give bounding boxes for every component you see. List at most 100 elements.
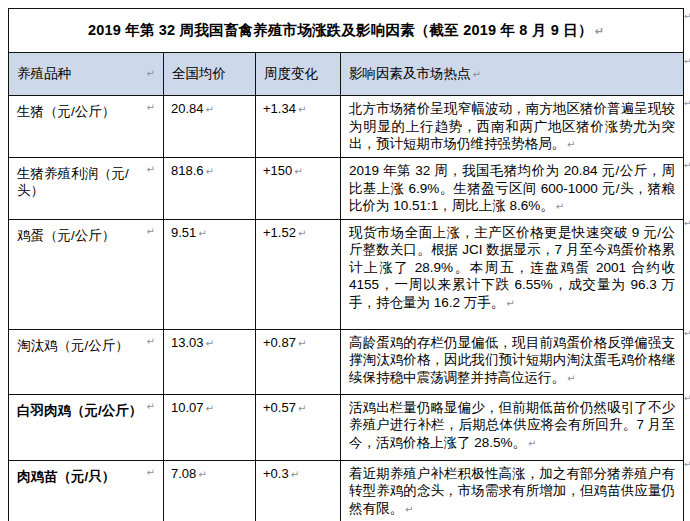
weekly-change-cell: +1.34↵ — [256, 96, 341, 158]
paragraph-mark-icon: ↵ — [528, 438, 536, 449]
factors-text: 北方市场猪价呈现窄幅波动，南方地区猪价普遍呈现较为明显的上行趋势，西南和两广地区… — [349, 101, 675, 151]
paragraph-mark-icon: ↵ — [298, 403, 306, 414]
breed-cell: 生猪养殖利润（元/头） ↵ — [9, 158, 164, 220]
row-end-mark-icon: ↵ — [684, 394, 690, 403]
row-end-mark-icon: ↵ — [684, 460, 690, 469]
avg-price-value: 9.51 — [171, 225, 196, 240]
paragraph-mark-icon: ↵ — [298, 104, 306, 115]
breed-label: 生猪（元/公斤） — [17, 103, 115, 120]
column-header-avg-price: 全国均价 — [164, 53, 256, 96]
factors-text: 2019 年第 32 周，我国毛猪均价为 20.84 元/公斤，周比基上涨 6.… — [349, 163, 675, 213]
avg-price-cell: 9.51↵ — [164, 219, 256, 329]
paragraph-mark-icon: ↵ — [147, 402, 155, 412]
table-row: 肉鸡苗（元/只） ↵ 7.08↵ +0.3↵ 着近期养殖户补栏积极性高涨，加之有… — [9, 460, 684, 521]
breed-cell: 生猪（元/公斤） ↵ — [9, 96, 164, 158]
paragraph-mark-icon: ↵ — [556, 201, 564, 212]
breed-label: 白羽肉鸡（元/公斤） — [17, 402, 142, 419]
paragraph-mark-icon: ↵ — [147, 337, 155, 347]
weekly-change-value: +0.3 — [263, 466, 289, 481]
paragraph-mark-icon: ↵ — [298, 338, 306, 349]
weekly-change-value: +150 — [263, 163, 292, 178]
document-page: 2019 年第 32 周我国畜禽养殖市场涨跌及影响因素（截至 2019 年 8 … — [0, 0, 690, 521]
page-title: 2019 年第 32 周我国畜禽养殖市场涨跌及影响因素（截至 2019 年 8 … — [88, 22, 593, 38]
paragraph-mark-icon: ↵ — [206, 403, 214, 414]
column-header-label: 养殖品种 — [17, 65, 71, 83]
weekly-change-cell: +0.57↵ — [256, 394, 341, 460]
row-end-mark-icon: ↵ — [684, 99, 690, 108]
table-row: 生猪养殖利润（元/头） ↵ 818.6↵ +150↵ 2019 年第 32 周，… — [9, 158, 684, 220]
column-header-label: 周度变化 — [264, 66, 318, 81]
factors-text: 高龄蛋鸡的存栏仍显偏低，现目前鸡蛋价格反弹偏强支撑淘汰鸡价格，因此我们预计短期内… — [349, 335, 675, 385]
paragraph-mark-icon: ↵ — [147, 468, 155, 478]
paragraph-mark-icon: ↵ — [298, 228, 306, 239]
paragraph-mark-icon: ↵ — [206, 166, 214, 177]
table-row: 2019 年第 32 周我国畜禽养殖市场涨跌及影响因素（截至 2019 年 8 … — [9, 9, 684, 53]
paragraph-mark-icon: ↵ — [206, 104, 214, 115]
paragraph-mark-icon: ↵ — [506, 298, 514, 309]
weekly-change-value: +1.34 — [263, 101, 296, 116]
factors-cell: 活鸡出栏量仍略显偏少，但前期低苗价仍然吸引了不少养殖户进行补栏，后期总体供应将会… — [341, 394, 684, 460]
paragraph-mark-icon: ↵ — [147, 165, 155, 175]
paragraph-mark-icon: ↵ — [567, 373, 575, 384]
breed-label: 淘汰鸡（元/公斤） — [17, 337, 129, 354]
factors-cell: 现货市场全面上涨，主产区价格更是快速突破 9 元/公斤整数关口。根据 JCI 数… — [341, 219, 684, 329]
paragraph-mark-icon: ↵ — [595, 25, 604, 38]
weekly-change-cell: +0.87↵ — [256, 329, 341, 394]
avg-price-value: 818.6 — [171, 163, 204, 178]
paragraph-mark-icon: ↵ — [405, 504, 413, 515]
table-title-cell: 2019 年第 32 周我国畜禽养殖市场涨跌及影响因素（截至 2019 年 8 … — [9, 9, 684, 53]
weekly-change-value: +1.52 — [263, 225, 296, 240]
factors-cell: 着近期养殖户补栏积极性高涨，加之有部分猪养殖户有转型养鸡的念头，市场需求有所增加… — [341, 460, 684, 521]
factors-cell: 北方市场猪价呈现窄幅波动，南方地区猪价普遍呈现较为明显的上行趋势，西南和两广地区… — [341, 96, 684, 158]
row-end-mark-icon: ↵ — [684, 12, 690, 21]
avg-price-value: 20.84 — [171, 101, 204, 116]
row-end-mark-icon: ↵ — [684, 57, 690, 66]
factors-text: 活鸡出栏量仍略显偏少，但前期低苗价仍然吸引了不少养殖户进行补栏，后期总体供应将会… — [349, 400, 675, 450]
weekly-change-value: +0.87 — [263, 335, 296, 350]
factors-text: 现货市场全面上涨，主产区价格更是快速突破 9 元/公斤整数关口。根据 JCI 数… — [349, 225, 675, 310]
breed-cell: 淘汰鸡（元/公斤） ↵ — [9, 329, 164, 394]
column-header-factors: 影响因素及市场热点↵ — [341, 53, 684, 96]
row-end-mark-icon: ↵ — [684, 219, 690, 228]
avg-price-cell: 7.08↵ — [164, 460, 256, 521]
breed-label: 鸡蛋（元/公斤） — [17, 227, 115, 244]
table-header-row: 养殖品种 ↵ 全国均价 周度变化 影响因素及市场热点↵ — [9, 53, 684, 96]
breed-cell: 肉鸡苗（元/只） ↵ — [9, 460, 164, 521]
row-end-mark-icon: ↵ — [684, 161, 690, 170]
avg-price-cell: 10.07↵ — [164, 394, 256, 460]
column-header-label: 全国均价 — [172, 66, 226, 81]
paragraph-mark-icon: ↵ — [206, 338, 214, 349]
avg-price-cell: 818.6↵ — [164, 158, 256, 220]
column-header-label: 影响因素及市场热点 — [349, 66, 471, 81]
avg-price-value: 13.03 — [171, 335, 204, 350]
row-end-mark-icon: ↵ — [684, 329, 690, 338]
breed-cell: 白羽肉鸡（元/公斤） ↵ — [9, 394, 164, 460]
paragraph-mark-icon: ↵ — [567, 139, 575, 150]
paragraph-mark-icon: ↵ — [147, 69, 155, 79]
paragraph-mark-icon: ↵ — [473, 69, 481, 80]
market-table: 2019 年第 32 周我国畜禽养殖市场涨跌及影响因素（截至 2019 年 8 … — [8, 8, 684, 521]
paragraph-mark-icon: ↵ — [291, 469, 299, 480]
paragraph-mark-icon: ↵ — [147, 103, 155, 113]
column-header-breed: 养殖品种 ↵ — [9, 53, 164, 96]
factors-cell: 2019 年第 32 周，我国毛猪均价为 20.84 元/公斤，周比基上涨 6.… — [341, 158, 684, 220]
factors-text: 着近期养殖户补栏积极性高涨，加之有部分猪养殖户有转型养鸡的念头，市场需求有所增加… — [349, 466, 675, 516]
breed-label: 生猪养殖利润（元/头） — [17, 165, 145, 199]
breed-cell: 鸡蛋（元/公斤） ↵ — [9, 219, 164, 329]
weekly-change-value: +0.57 — [263, 400, 296, 415]
table-row: 白羽肉鸡（元/公斤） ↵ 10.07↵ +0.57↵ 活鸡出栏量仍略显偏少，但前… — [9, 394, 684, 460]
table-row: 鸡蛋（元/公斤） ↵ 9.51↵ +1.52↵ 现货市场全面上涨，主产区价格更是… — [9, 219, 684, 329]
factors-cell: 高龄蛋鸡的存栏仍显偏低，现目前鸡蛋价格反弹偏强支撑淘汰鸡价格，因此我们预计短期内… — [341, 329, 684, 394]
avg-price-value: 10.07 — [171, 400, 204, 415]
paragraph-mark-icon: ↵ — [198, 469, 206, 480]
avg-price-cell: 13.03↵ — [164, 329, 256, 394]
table-row: 淘汰鸡（元/公斤） ↵ 13.03↵ +0.87↵ 高龄蛋鸡的存栏仍显偏低，现目… — [9, 329, 684, 394]
paragraph-mark-icon: ↵ — [147, 227, 155, 237]
weekly-change-cell: +150↵ — [256, 158, 341, 220]
breed-label: 肉鸡苗（元/只） — [17, 468, 115, 485]
weekly-change-cell: +1.52↵ — [256, 219, 341, 329]
column-header-weekly-change: 周度变化 — [256, 53, 341, 96]
avg-price-value: 7.08 — [171, 466, 196, 481]
avg-price-cell: 20.84↵ — [164, 96, 256, 158]
table-row: 生猪（元/公斤） ↵ 20.84↵ +1.34↵ 北方市场猪价呈现窄幅波动，南方… — [9, 96, 684, 158]
